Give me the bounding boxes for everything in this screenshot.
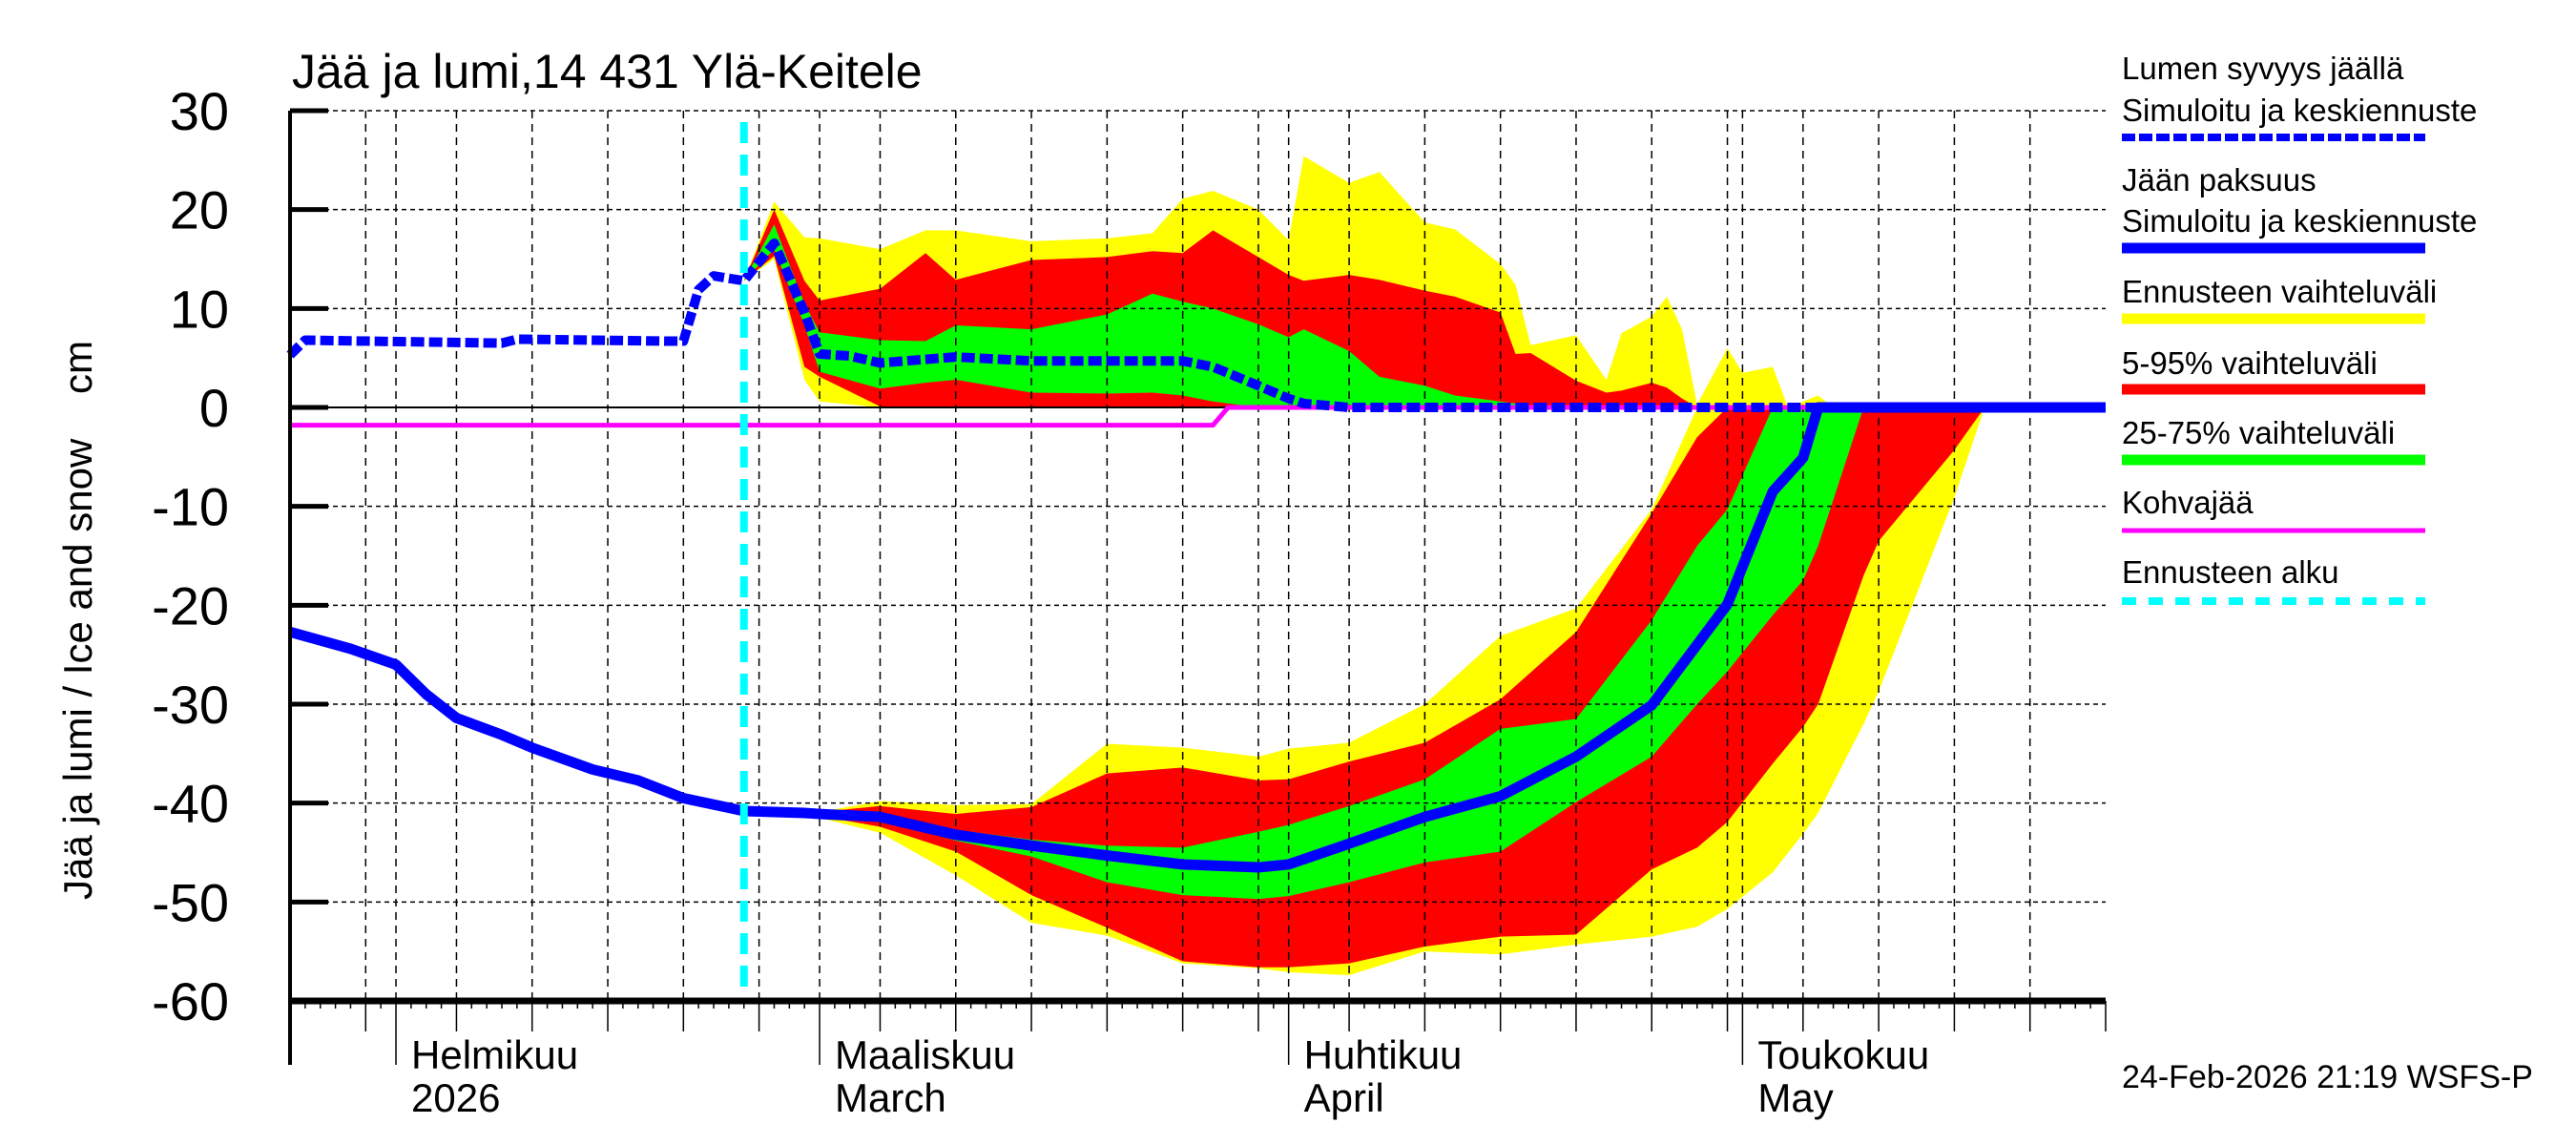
legend: Lumen syvyys jäällä Simuloitu ja keskienn… <box>2122 51 2477 605</box>
ice-25-75-band <box>743 407 2106 900</box>
ice-thickness-line <box>288 402 2106 873</box>
legend-item: 25-75% vaihteluväli <box>2122 415 2425 466</box>
legend-sublabel: Simuloitu ja keskiennuste <box>2122 203 2477 239</box>
legend-label: Ennusteen alku <box>2122 554 2339 590</box>
legend-item: Lumen syvyys jäällä Simuloitu ja keskienn… <box>2122 51 2477 141</box>
y-tick-label: 30 <box>170 81 229 141</box>
legend-item: 5-95% vaihteluväli <box>2122 345 2425 395</box>
legend-label: Jään paksuus <box>2122 162 2316 198</box>
y-tick-label: -40 <box>152 774 229 834</box>
legend-item: Kohvajää <box>2122 485 2425 533</box>
y-tick-label: -20 <box>152 575 229 635</box>
x-month-label: Helmikuu <box>411 1032 578 1077</box>
legend-label: 5-95% vaihteluväli <box>2122 345 2378 381</box>
y-tick-label: -30 <box>152 675 229 735</box>
y-tick-label: -50 <box>152 872 229 932</box>
y-tick-label: -10 <box>152 477 229 537</box>
x-month-sublabel: March <box>835 1075 946 1120</box>
x-month-label: Huhtikuu <box>1304 1032 1463 1077</box>
y-tick-label: 20 <box>170 180 229 240</box>
legend-sublabel: Simuloitu ja keskiennuste <box>2122 93 2477 128</box>
bands-layer <box>743 156 2106 976</box>
legend-item: Jään paksuus Simuloitu ja keskiennuste <box>2122 162 2477 254</box>
legend-label: Ennusteen vaihteluväli <box>2122 274 2437 309</box>
legend-label: 25-75% vaihteluväli <box>2122 415 2395 450</box>
y-tick-label: 0 <box>199 378 229 438</box>
timestamp: 24-Feb-2026 21:19 WSFS-P <box>2122 1059 2533 1095</box>
chart-title: Jää ja lumi,14 431 Ylä-Keitele <box>292 45 923 98</box>
x-month-sublabel: 2026 <box>411 1075 500 1120</box>
x-month-label: Toukokuu <box>1757 1032 1929 1077</box>
legend-label: Kohvajää <box>2122 485 2254 520</box>
legend-item: Ennusteen alku <box>2122 554 2425 605</box>
grid-layer <box>290 110 2106 1001</box>
x-month-sublabel: April <box>1304 1075 1384 1120</box>
snow-25-75-band <box>743 224 2106 407</box>
y-tick-label: 10 <box>170 279 229 339</box>
x-month-sublabel: May <box>1757 1075 1833 1120</box>
lines-layer <box>286 122 2106 1001</box>
y-axis-label: Jää ja lumi / Ice and snow cm <box>55 341 100 900</box>
legend-label: Lumen syvyys jäällä <box>2122 51 2404 86</box>
legend-item: Ennusteen vaihteluväli <box>2122 274 2437 324</box>
x-month-label: Maaliskuu <box>835 1032 1015 1077</box>
y-tick-label: -60 <box>152 971 229 1031</box>
